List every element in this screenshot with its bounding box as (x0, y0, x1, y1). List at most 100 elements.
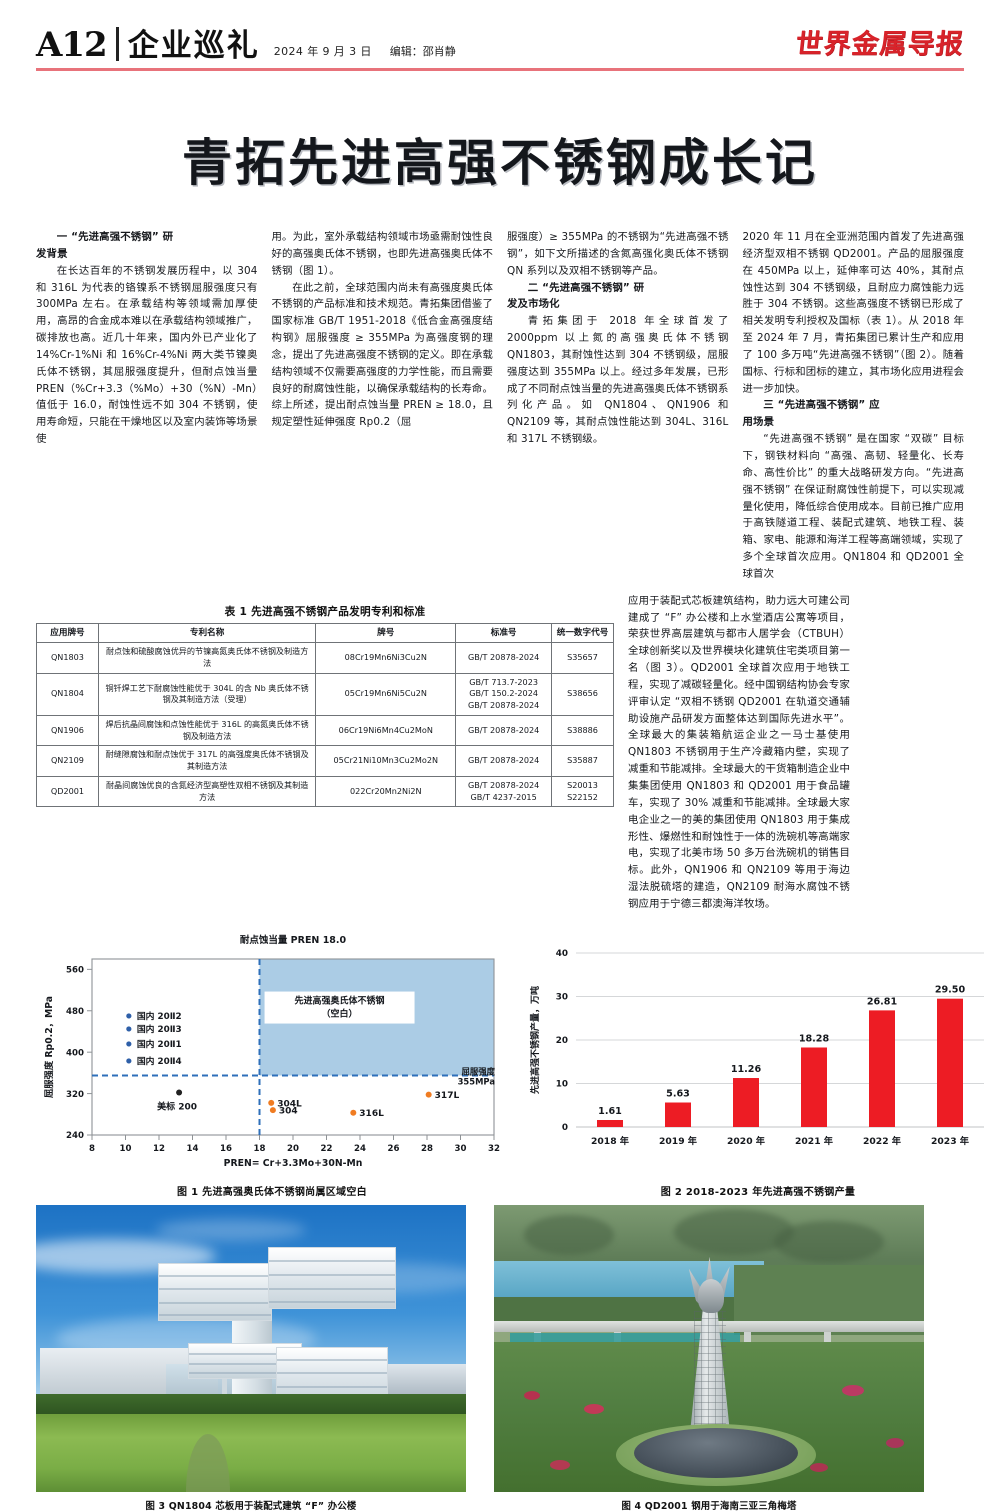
cloud (156, 1218, 306, 1241)
x-tick-label: 28 (421, 1144, 433, 1154)
photo-block-1: 图 3 QN1804 芯板用于装配式建筑 “F” 办公楼 (36, 1204, 466, 1512)
lawn (36, 1413, 466, 1492)
td-standard: GB/T 20878-2024 GB/T 4237-2015 (455, 775, 553, 808)
figure-2-svg: 0 10 20 30 40 先进高强不锈钢产量，万吨 1.61 2018 年 5.63 2019 … (529, 949, 984, 1147)
td-standard: GB/T 20878-2024 (455, 714, 553, 747)
publication-date: 2024 年 9 月 3 日 (273, 45, 372, 58)
td-uns: S38656 (551, 672, 614, 716)
flower-bed (886, 1437, 904, 1448)
paragraph: 服强度）≥ 355MPa 的不锈钢为“先进高强不锈钢”，如下文所描述的含氮高强化… (507, 231, 729, 277)
table-row: QN1906 焊后抗晶间腐蚀和点蚀性能优于 316L 的高氮奥氏体不锈钢及制造方法… (36, 714, 614, 747)
editor-credit: 编辑：邵肖静 (389, 45, 456, 58)
bar (801, 1047, 827, 1127)
flower-bed (810, 1462, 828, 1472)
building-volume-lower-right (276, 1346, 388, 1403)
hill-texture (524, 1214, 614, 1255)
bridge-pier (824, 1331, 831, 1350)
sanya-bougainvillea-tower-photo (494, 1204, 924, 1492)
td-patent-name: 耐点蚀和硫酸腐蚀优异的节镍高氮奥氏体不锈钢及制造方法 (97, 642, 317, 674)
td-uns: S35887 (551, 745, 614, 777)
data-point-label: 304 (279, 1106, 298, 1116)
subhead-2-line1: 二 “先进高强不锈钢” 研 (527, 281, 645, 294)
y-tick-label: 560 (66, 965, 84, 975)
td-patent-name: 焊后抗晶间腐蚀和点蚀性能优于 316L 的高氮奥氏体不锈钢及制造方法 (97, 714, 317, 747)
data-point-label: 316L (359, 1109, 384, 1119)
x-tick-label: 18 (254, 1144, 266, 1154)
bar (937, 998, 963, 1127)
table-row: QN1804 铜钎焊工艺下耐腐蚀性能优于 304L 的含 Nb 奥氏体不锈钢及其制… (36, 672, 614, 716)
x-tick-label: 2020 年 (727, 1135, 765, 1147)
f-office-building-photo (36, 1204, 466, 1492)
th-uns: 统一数字代号 (551, 622, 614, 644)
x-tick-label: 10 (120, 1144, 132, 1154)
y-tick-label: 400 (66, 1048, 84, 1058)
masthead-rule (36, 68, 964, 71)
th-designation: 牌号 (315, 622, 457, 644)
y-tick-label: 480 (66, 1007, 84, 1017)
y-tick-label: 320 (66, 1090, 84, 1100)
th-grade: 应用牌号 (36, 622, 99, 644)
x-tick-label: 24 (354, 1144, 366, 1154)
tower-bud (698, 1278, 724, 1313)
page-number: A12 (36, 25, 108, 65)
y-tick-label: 40 (556, 949, 568, 959)
table-row: QN2109 耐缝隙腐蚀和耐点蚀优于 317L 的高强度奥氏体不锈钢及其制造方法 0… (36, 745, 614, 777)
legend-marker (126, 1026, 132, 1032)
table1-title: 表 1 先进高强不锈钢产品发明专利和标准 (224, 605, 426, 618)
x-tick-label: 2021 年 (795, 1135, 833, 1147)
figure-2-caption: 图 2 2018-2023 年先进高强不锈钢产量 (660, 1186, 856, 1198)
figure-2: 0 10 20 30 40 先进高强不锈钢产量，万吨 1.61 2018 年 5.63 2019 … (522, 929, 994, 1198)
subhead-3-line2: 用场景 (742, 416, 775, 429)
data-point (269, 1106, 276, 1113)
y-tick-label: 30 (556, 992, 568, 1002)
paragraph: “先进高强不锈钢” 是在国家 “双碳” 目标下，钢铁材料向 “高强、高韧、轻量化… (742, 433, 964, 580)
text-column-5: 应用于装配式芯板建筑结构，助力远大可建公司建成了 “F” 办公楼和上水堂酒店公寓… (628, 593, 850, 913)
hill-texture (674, 1208, 794, 1255)
bar-value-label: 11.26 (731, 1064, 762, 1075)
x-tick-label: 2018 年 (591, 1135, 629, 1147)
section-title: 企业巡礼 (127, 28, 260, 64)
data-point-label: 304L (277, 1099, 302, 1109)
flower-bed (524, 1390, 540, 1400)
td-patent-name: 铜钎焊工艺下耐腐蚀性能优于 304L 的含 Nb 奥氏体不锈钢及其制造方法（受理… (97, 672, 317, 716)
pren-threshold-annotation: 耐点蚀当量 PREN 18.0 (240, 934, 347, 946)
legend-label: 国内 20Ⅱ3 (137, 1023, 182, 1035)
building-volume-upper-right (268, 1246, 396, 1309)
figure-1: 耐点蚀当量 PREN 18.0 先进高强奥氏体不锈钢 （空白） 屈服强度 355MPa 2… (36, 929, 508, 1198)
td-standard: GB/T 20878-2024 (455, 745, 553, 777)
legend-label: 国内 20Ⅱ2 (137, 1010, 182, 1022)
td-uns: S38886 (551, 714, 614, 747)
data-point-label: 美标 200 (157, 1100, 197, 1112)
paragraph: 青拓集团于 2018 年全球首发了 2000ppm 以上氮的高强奥氏体不锈钢 Q… (507, 315, 729, 446)
td-designation: 05Cr21Ni10Mn3Cu2Mo2N (315, 745, 457, 777)
data-point-label: 317L (435, 1091, 460, 1101)
hill-texture (774, 1220, 884, 1263)
bar (733, 1077, 759, 1127)
y-axis-title: 先进高强不锈钢产量，万吨 (529, 986, 541, 1094)
table-header-row: 应用牌号 专利名称 牌号 标准号 统一数字代号 (36, 622, 614, 644)
x-tick-label: 16 (220, 1144, 232, 1154)
paragraph: 应用于装配式芯板建筑结构，助力远大可建公司建成了 “F” 办公楼和上水堂酒店公寓… (628, 594, 850, 910)
x-tick-label: 2019 年 (659, 1135, 697, 1147)
text-column-3: 服强度）≥ 355MPa 的不锈钢为“先进高强不锈钢”，如下文所描述的含氮高强化… (507, 229, 729, 448)
building-volume-upper-left (158, 1262, 272, 1321)
subhead-3-line1: 三 “先进高强不锈钢” 应 (763, 399, 880, 412)
data-point (176, 1089, 183, 1096)
y-tick-label: 10 (556, 1079, 568, 1089)
bar-value-label: 18.28 (799, 1033, 830, 1044)
td-designation: 022Cr20Mn2Ni2N (315, 775, 457, 808)
yield-label-line1: 屈服强度 (462, 1066, 496, 1076)
x-tick-label: 8 (89, 1144, 95, 1154)
figures-row: 耐点蚀当量 PREN 18.0 先进高强奥氏体不锈钢 （空白） 屈服强度 355MPa 2… (36, 929, 984, 1198)
paragraph: 2020 年 11 月在全亚洲范围内首发了先进高强经济型双相不锈钢 QD2001… (742, 231, 964, 395)
x-tick-label: 32 (488, 1144, 500, 1154)
x-tick-label: 30 (455, 1144, 467, 1154)
td-grade: QN1906 (36, 714, 99, 747)
masthead-divider (115, 27, 119, 61)
table-row: QN1803 耐点蚀和硫酸腐蚀优异的节镍高氮奥氏体不锈钢及制造方法 08Cr19Mn… (36, 642, 614, 674)
data-point (425, 1091, 432, 1098)
figure-1-caption: 图 1 先进高强奥氏体不锈钢尚属区域空白 (177, 1186, 367, 1198)
photos-row: 图 3 QN1804 芯板用于装配式建筑 “F” 办公楼 (36, 1204, 964, 1512)
